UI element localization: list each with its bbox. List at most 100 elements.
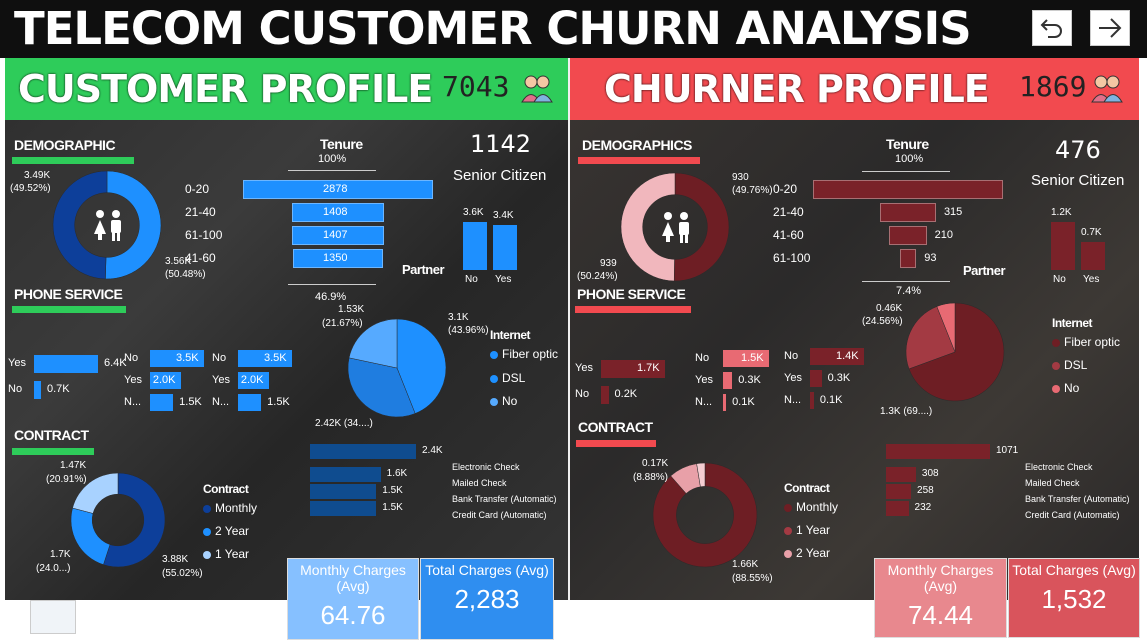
churn-phone-service-value: 0.2K bbox=[614, 388, 638, 400]
churn-payment-method-bar bbox=[886, 444, 990, 459]
churn-internet-slice-1 bbox=[905, 306, 956, 370]
partner-category: Yes bbox=[495, 274, 512, 285]
contract-legend-1year: 1 Year bbox=[203, 547, 249, 561]
payment-method-chart: 2.4K Electronic Check 1.6K Mailed Check 1.5K… bbox=[310, 444, 570, 526]
contract-label: CONTRACT bbox=[14, 427, 89, 443]
churn-tenure-category: 0-20 bbox=[773, 182, 798, 196]
contract-monthly-value: 3.88K bbox=[162, 554, 189, 565]
contract-slice-2 bbox=[72, 472, 119, 514]
contract-one-pct: (24.0...) bbox=[36, 563, 71, 574]
churn-contract-legend-monthly: Monthly bbox=[784, 500, 838, 514]
churn-tenure-category: 41-60 bbox=[773, 228, 804, 242]
forward-button[interactable] bbox=[1090, 10, 1130, 46]
header-bar bbox=[0, 0, 1147, 58]
contract-underline bbox=[12, 448, 94, 455]
churn-multiple-lines-category: N... bbox=[695, 396, 713, 408]
multiple-lines-bar bbox=[150, 372, 181, 389]
churn-total-charges-label: Total Charges (Avg) bbox=[1012, 562, 1136, 578]
phone-service-category: Yes bbox=[8, 357, 26, 369]
churn-contract-one-pct: (8.88%) bbox=[633, 472, 669, 483]
tenure-bar bbox=[243, 180, 433, 199]
churn-tenure-funnel-bottom-line bbox=[862, 281, 950, 282]
churn-payment-method-value: 232 bbox=[914, 502, 932, 513]
internet-legend-dsl: DSL bbox=[490, 371, 525, 385]
churn-payment-method-bar bbox=[886, 484, 912, 499]
churner-profile-title: CHURNER PROFILE bbox=[604, 67, 990, 111]
churn-tenure-bottom-pct: 7.4% bbox=[896, 285, 922, 297]
contract-two-value: 1.47K bbox=[60, 460, 87, 471]
churn-multiple-lines-value: 1.5K bbox=[741, 352, 764, 364]
tenure-bar bbox=[291, 203, 385, 222]
churn-online-security-bar bbox=[810, 370, 822, 387]
payment-method-value: 1.5K bbox=[382, 485, 403, 496]
demographic-slice-1 bbox=[52, 170, 108, 280]
customer-profile-panel bbox=[5, 58, 568, 600]
churn-partner-label: Partner bbox=[963, 263, 1006, 278]
total-charges-card: Total Charges (Avg) 2,283 bbox=[420, 558, 554, 640]
demographics-bottom-value: 939 bbox=[600, 258, 617, 269]
monthly-charges-card: Monthly Charges (Avg) 64.76 bbox=[287, 558, 419, 640]
churn-tenure-bar bbox=[889, 226, 927, 245]
churn-tenure-bar bbox=[899, 249, 917, 268]
customer-profile-banner bbox=[5, 58, 568, 120]
contract-slice-0 bbox=[103, 472, 166, 568]
multiple-lines-bar bbox=[150, 394, 174, 411]
churn-internet-legend-fiber: Fiber optic bbox=[1052, 335, 1120, 349]
partner-value: 3.4K bbox=[493, 209, 514, 221]
churn-internet-fiber-value: 1.3K (69....) bbox=[880, 406, 933, 417]
customer-count: 7043 bbox=[442, 70, 510, 103]
online-security-value: 3.5K bbox=[264, 352, 287, 364]
churn-monthly-charges-value: 74.44 bbox=[907, 600, 974, 630]
churn-tenure-value: 93 bbox=[924, 252, 937, 264]
phone-service-chart: Yes 6.4K No 0.7K bbox=[8, 355, 128, 401]
churn-phone-service-category: Yes bbox=[575, 362, 593, 374]
churn-monthly-charges-label: Monthly Charges (Avg) bbox=[887, 562, 994, 594]
churn-online-security-bar bbox=[810, 392, 814, 409]
online-security-bar bbox=[238, 394, 262, 411]
churn-multiple-lines-bar bbox=[723, 350, 769, 367]
churn-online-security-value: 0.3K bbox=[827, 372, 851, 384]
churn-contract-slice-2 bbox=[696, 462, 706, 488]
churn-internet-legend-no: No bbox=[1052, 381, 1079, 395]
people-icon bbox=[521, 75, 553, 103]
churn-online-security-value: 0.1K bbox=[819, 394, 843, 406]
senior-citizen-count: 1142 bbox=[470, 130, 532, 158]
multiple-lines-category: N... bbox=[124, 396, 142, 408]
churn-internet-legend-dsl: DSL bbox=[1052, 358, 1087, 372]
churn-payment-method-category: Mailed Check bbox=[1025, 478, 1080, 488]
payment-method-value: 1.5K bbox=[382, 502, 403, 513]
churn-online-security-value: 1.4K bbox=[836, 350, 859, 362]
tenure-funnel-top-line bbox=[288, 170, 376, 171]
demographics-donut bbox=[620, 172, 730, 282]
churn-partner-chart: 1.2K No 0.7K Yes bbox=[1043, 200, 1123, 290]
churn-partner-bar bbox=[1081, 242, 1105, 270]
phone-service-label: PHONE SERVICE bbox=[14, 286, 123, 302]
total-charges-label: Total Charges (Avg) bbox=[425, 562, 549, 578]
internet-slice-1 bbox=[347, 357, 416, 418]
demographics-underline bbox=[578, 157, 700, 164]
partner-chart: 3.6K No 3.4K Yes bbox=[455, 200, 535, 290]
internet-fiber-pct: (43.96%) bbox=[448, 325, 489, 336]
churn-phone-service-bar bbox=[601, 386, 609, 404]
back-button[interactable] bbox=[1032, 10, 1072, 46]
demographic-bottom-pct: (50.48%) bbox=[165, 269, 206, 280]
churn-phone-service-value: 1.7K bbox=[637, 362, 660, 374]
payment-method-bar bbox=[310, 467, 381, 482]
churn-contract-one-value: 0.17K bbox=[642, 458, 669, 469]
demographic-top-pct: (49.52%) bbox=[10, 183, 51, 194]
churn-internet-dsl-value: 0.46K bbox=[876, 303, 903, 314]
page-title: TELECOM CUSTOMER CHURN ANALYSIS bbox=[14, 2, 972, 55]
demographic-underline bbox=[12, 157, 134, 164]
churn-contract-monthly-pct: (88.55%) bbox=[732, 573, 773, 584]
payment-method-bar bbox=[310, 444, 416, 459]
panel-divider bbox=[568, 58, 570, 600]
churn-payment-method-value: 258 bbox=[917, 485, 934, 496]
tenure-top-pct: 100% bbox=[318, 153, 347, 165]
multiple-lines-value: 2.0K bbox=[152, 374, 176, 386]
online-security-value: 1.5K bbox=[267, 396, 290, 408]
internet-legend-no: No bbox=[490, 394, 517, 408]
online-security-category: No bbox=[212, 352, 227, 364]
churn-tenure-label: Tenure bbox=[886, 136, 929, 152]
payment-method-category: Bank Transfer (Automatic) bbox=[452, 494, 557, 504]
contract-one-value: 1.7K bbox=[50, 549, 71, 560]
